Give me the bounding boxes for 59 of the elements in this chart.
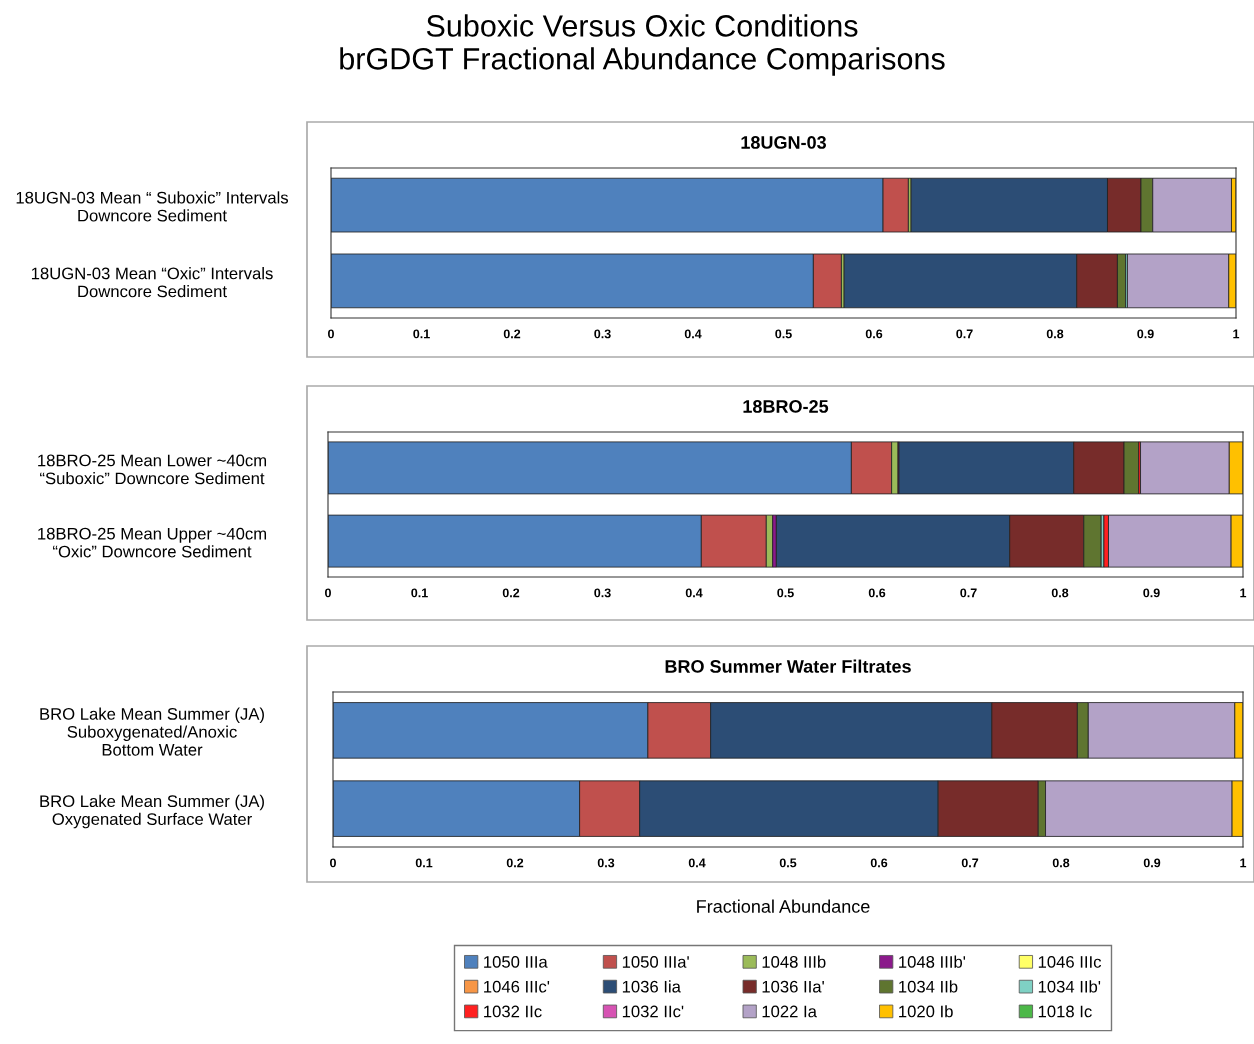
x-axis-title: Fractional Abundance [697, 899, 870, 913]
x-tick-label: 1 [1240, 588, 1247, 598]
legend-label: 1048 IIIb' [899, 955, 966, 968]
y-tick-label: BRO Lake Mean Summer (JA) Suboxygenated/Anoxic Bottom Water [40, 707, 264, 756]
x-tick-label: 0.5 [775, 329, 792, 339]
x-tick-label: 0.5 [777, 588, 794, 598]
x-tick-label: 0.7 [961, 858, 979, 868]
x-tick-label: 0 [330, 858, 336, 868]
legend-label: 1020 Ib [899, 1005, 953, 1018]
legend-label: 1046 IIIc [1038, 955, 1102, 968]
y-tick-label: 18UGN-03 Mean “Oxic” Intervals Downcore Sediment [31, 267, 273, 298]
x-tick-label: 0 [328, 329, 334, 339]
x-tick-label: 0 [325, 588, 331, 598]
y-tick-label: 18BRO-25 Mean Upper ~40cm “Oxic” Downcore Sediment [38, 527, 267, 558]
chart-title: 18UGN-03 [741, 136, 826, 149]
legend-label: 1032 IIc [484, 1005, 542, 1018]
x-tick-label: 0.3 [594, 588, 611, 598]
x-tick-label: 0.4 [685, 588, 703, 598]
legend-label: 1018 Ic [1038, 1005, 1092, 1018]
legend-label: 1050 IIIa [484, 955, 548, 968]
chart-title: 18BRO-25 [743, 400, 829, 413]
x-tick-label: 0.6 [865, 329, 883, 339]
x-tick-label: 0.3 [594, 329, 611, 339]
legend-label: 1032 IIc' [622, 1005, 684, 1018]
x-tick-label: 0.6 [868, 588, 886, 598]
chart-title: BRO Summer Water Filtrates [665, 659, 911, 673]
legend-label: 1036 Iia [622, 980, 681, 993]
x-tick-label: 0.2 [503, 329, 521, 339]
x-tick-label: 0.1 [411, 588, 428, 598]
x-tick-label: 0.9 [1143, 858, 1161, 868]
x-tick-label: 0.1 [415, 858, 433, 868]
x-tick-label: 0.4 [684, 329, 702, 339]
legend-label: 1036 IIa' [762, 980, 824, 993]
x-tick-label: 0.2 [506, 858, 524, 868]
x-tick-label: 1 [1233, 329, 1240, 339]
legend-label: 1050 IIIa' [622, 955, 689, 968]
x-tick-label: 0.9 [1143, 588, 1160, 598]
x-tick-label: 0.6 [870, 858, 888, 868]
x-tick-label: 0.2 [502, 588, 520, 598]
y-tick-label: 18UGN-03 Mean “ Suboxic” Intervals Downcore Sediment [16, 191, 289, 222]
text: Suboxic Versus Oxic Conditions brGDGT Fractional Abundance Comparisons [340, 14, 945, 76]
y-tick-label: 18BRO-25 Mean Lower ~40cm “Suboxic” Downcore Sediment [38, 454, 267, 485]
x-tick-label: 0.8 [1052, 858, 1070, 868]
legend-label: 1046 IIIc' [484, 980, 550, 993]
x-tick-label: 0.3 [597, 858, 615, 868]
y-tick-label: BRO Lake Mean Summer (JA) Oxygenated Surface Water [40, 794, 264, 829]
x-tick-label: 0.8 [1046, 329, 1064, 339]
legend-label: 1048 IIIb [762, 955, 826, 968]
x-tick-label: 0.1 [413, 329, 430, 339]
legend-label: 1034 IIb [899, 980, 958, 993]
x-tick-label: 0.7 [960, 588, 977, 598]
x-tick-label: 0.4 [688, 858, 706, 868]
legend-label: 1022 Ia [762, 1005, 817, 1018]
x-tick-label: 1 [1240, 858, 1247, 868]
x-tick-label: 0.5 [779, 858, 797, 868]
x-tick-label: 0.9 [1137, 329, 1154, 339]
legend-label: 1034 IIb' [1038, 980, 1101, 993]
x-tick-label: 0.7 [956, 329, 973, 339]
x-tick-label: 0.8 [1051, 588, 1069, 598]
